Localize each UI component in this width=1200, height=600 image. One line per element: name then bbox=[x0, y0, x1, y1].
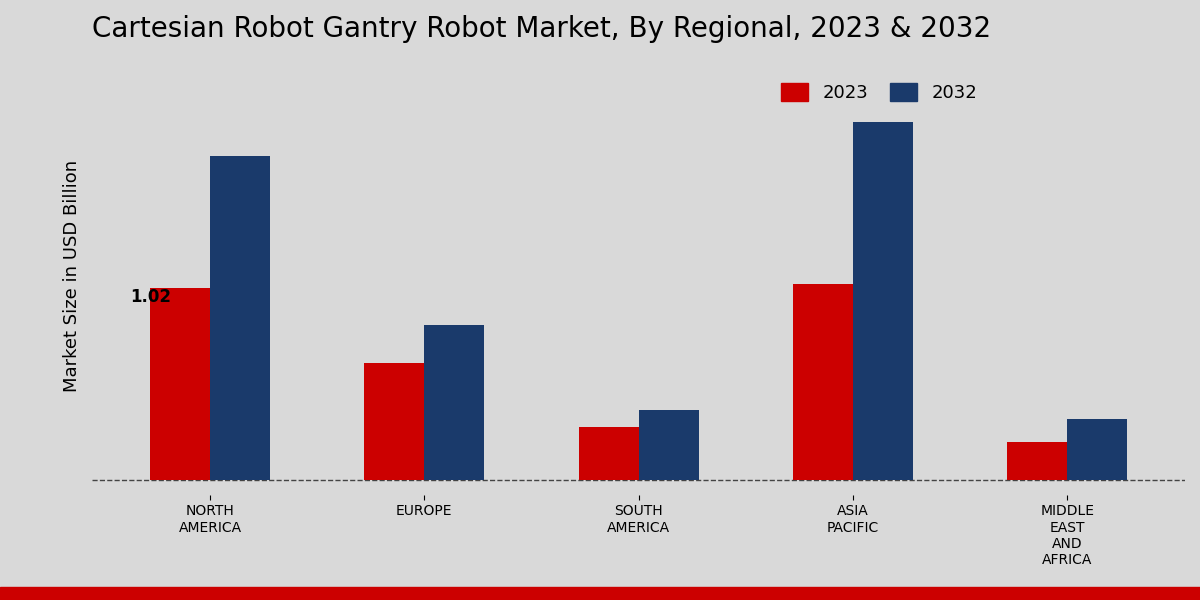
Y-axis label: Market Size in USD Billion: Market Size in USD Billion bbox=[62, 160, 82, 392]
Bar bbox=[1067, 419, 1127, 479]
Bar bbox=[793, 284, 853, 479]
Text: 1.02: 1.02 bbox=[130, 288, 170, 306]
Text: Cartesian Robot Gantry Robot Market, By Regional, 2023 & 2032: Cartesian Robot Gantry Robot Market, By … bbox=[92, 15, 991, 43]
Bar bbox=[365, 363, 425, 479]
Bar bbox=[425, 325, 485, 479]
Legend: 2023, 2032: 2023, 2032 bbox=[774, 76, 984, 109]
Bar bbox=[210, 156, 270, 479]
Bar bbox=[578, 427, 638, 479]
Bar bbox=[638, 410, 698, 479]
Bar bbox=[853, 122, 913, 479]
Bar bbox=[1007, 442, 1067, 479]
Bar bbox=[150, 288, 210, 479]
